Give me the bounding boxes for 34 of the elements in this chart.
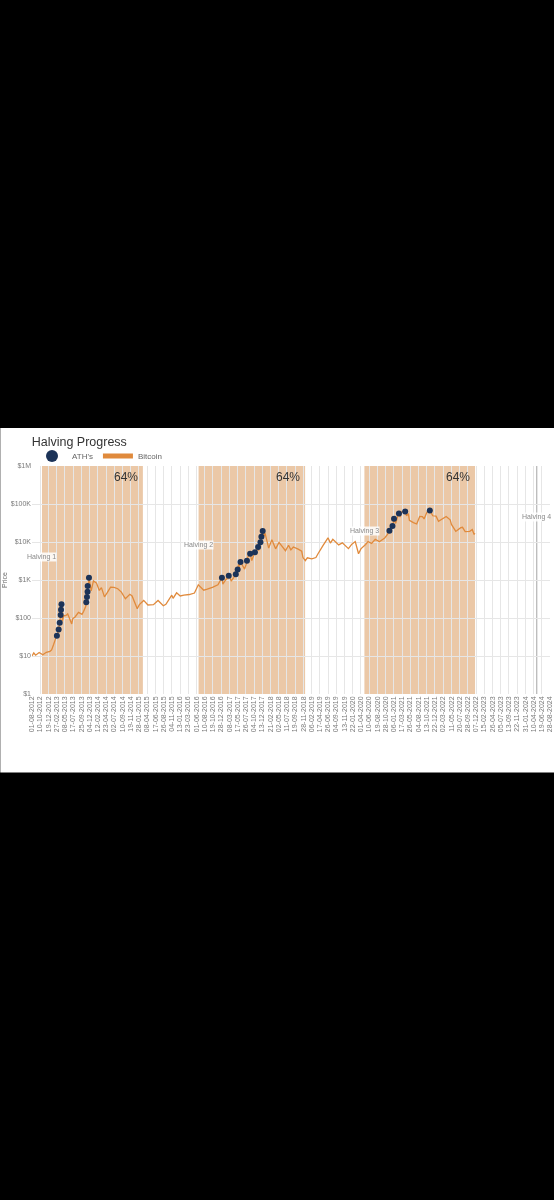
point xyxy=(218,574,225,581)
point xyxy=(237,558,244,565)
point xyxy=(234,566,241,573)
point xyxy=(402,508,409,515)
legend-label: Bitcoin xyxy=(137,452,162,462)
point xyxy=(225,572,232,579)
band-label: 64% xyxy=(446,470,471,484)
point xyxy=(53,632,60,639)
point xyxy=(83,599,90,606)
point xyxy=(56,619,63,626)
point xyxy=(247,550,254,557)
chart-title: Halving Progress xyxy=(31,435,127,450)
point xyxy=(255,543,262,550)
point xyxy=(84,582,91,589)
band-label: 64% xyxy=(276,470,301,484)
point xyxy=(84,588,91,595)
point xyxy=(259,527,266,534)
point xyxy=(391,515,398,522)
point xyxy=(83,594,90,601)
band-label: 64% xyxy=(114,470,139,484)
point xyxy=(258,533,265,540)
point xyxy=(85,574,92,581)
point xyxy=(257,539,264,546)
point xyxy=(58,601,65,608)
point xyxy=(58,606,65,613)
point xyxy=(55,626,62,633)
point xyxy=(386,527,393,534)
point xyxy=(57,611,64,618)
point xyxy=(389,522,396,529)
point xyxy=(426,507,433,514)
point xyxy=(251,549,258,556)
point xyxy=(243,557,250,564)
point xyxy=(395,510,402,517)
legend-label: ATH's xyxy=(72,452,93,462)
